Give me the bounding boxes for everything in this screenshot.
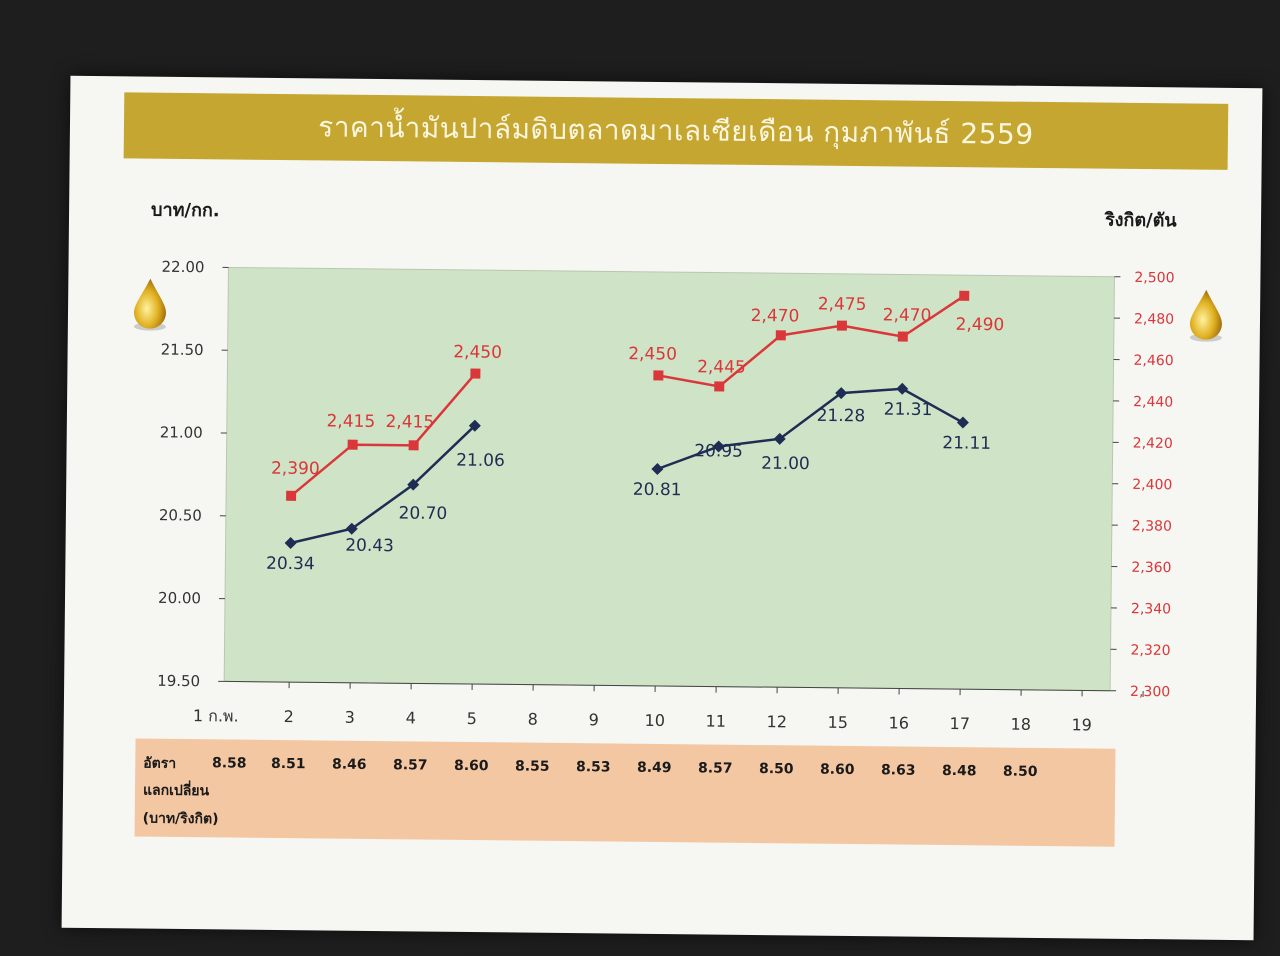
fx-rate-value: 8.48 (942, 763, 977, 779)
x-axis-tick-label: 5 (467, 709, 477, 728)
right-axis-tick-label: 2,440 (1133, 394, 1173, 410)
ringgit-data-label: 2,390 (271, 459, 320, 480)
baht-series-line (656, 387, 964, 471)
x-axis-tick-label: 1 ก.พ. (193, 706, 239, 725)
fx-rate-value: 8.57 (393, 757, 428, 773)
baht-data-point (345, 522, 358, 535)
ringgit-data-label: 2,415 (385, 412, 434, 433)
paper-sheet: ราคาน้ำมันปาล์มดิบตลาดมาเลเซียเดือน กุมภ… (61, 75, 1263, 941)
x-axis-tick-label: 4 (406, 708, 416, 727)
fx-rate-value: 8.63 (881, 762, 916, 778)
baht-data-label: 20.34 (266, 554, 315, 575)
ringgit-data-label: 2,450 (453, 342, 502, 363)
x-axis-tick-label: 18 (1010, 715, 1031, 734)
baht-data-label: 20.81 (633, 480, 682, 501)
right-axis-tick-label: 2,400 (1132, 477, 1172, 493)
ringgit-data-label: 2,450 (628, 344, 677, 365)
x-axis-tick-label: 11 (705, 711, 726, 730)
x-axis-tick-label: 12 (766, 712, 787, 731)
ringgit-data-label: 2,475 (818, 294, 867, 315)
left-axis-tick-label: 21.00 (160, 423, 203, 441)
baht-data-point (896, 382, 909, 395)
baht-data-label: 20.70 (398, 504, 447, 525)
x-axis-tick-label: 16 (888, 713, 909, 732)
x-axis-tick-label: 10 (644, 711, 665, 730)
ringgit-series-line (290, 372, 477, 497)
ringgit-data-point (286, 490, 297, 501)
baht-data-label: 20.95 (694, 441, 743, 462)
ringgit-data-label: 2,470 (751, 306, 800, 327)
fx-rate-value: 8.53 (576, 759, 611, 775)
baht-data-point (284, 537, 297, 550)
baht-data-point (712, 440, 725, 453)
baht-data-label: 21.00 (761, 454, 810, 475)
ringgit-data-point (959, 290, 970, 301)
ringgit-data-label: 2,415 (326, 411, 375, 432)
ringgit-data-point (347, 439, 358, 450)
x-axis-tick-label: 9 (589, 710, 599, 729)
fx-rate-value: 8.51 (271, 756, 306, 772)
baht-data-point (468, 419, 481, 432)
fx-rate-value: 8.46 (332, 757, 367, 773)
baht-data-point (651, 463, 664, 476)
x-axis-tick-label: 2 (284, 707, 294, 726)
right-axis-tick-label: 2,460 (1133, 353, 1173, 369)
fx-rate-value: 8.58 (212, 755, 247, 771)
baht-data-label: 21.28 (817, 406, 866, 427)
oil-drop-icon (133, 278, 167, 331)
fx-rate-value: 8.60 (454, 758, 489, 774)
ringgit-data-point (775, 330, 786, 341)
ringgit-data-point (714, 381, 725, 392)
fx-rate-value: 8.49 (637, 760, 672, 776)
baht-data-point (407, 478, 420, 491)
ringgit-data-label: 2,490 (955, 315, 1004, 336)
fx-rate-value: 8.50 (1003, 764, 1038, 780)
right-axis-tick-label: 2,480 (1134, 311, 1174, 327)
fx-rate-value: 8.60 (820, 762, 855, 778)
ringgit-data-point (470, 368, 481, 379)
ringgit-data-point (836, 320, 847, 331)
baht-data-label: 21.11 (942, 433, 991, 454)
x-axis-tick-label: 8 (528, 710, 538, 729)
oil-drop-icon (1189, 289, 1222, 342)
ringgit-data-point (897, 331, 908, 342)
fx-rate-value: 8.57 (698, 760, 733, 776)
ringgit-data-point (408, 440, 419, 451)
baht-data-label: 20.43 (345, 536, 394, 557)
x-axis-line (224, 680, 1111, 692)
x-axis-tick-label: 19 (1071, 715, 1092, 734)
right-axis-tick-label: 2,380 (1132, 518, 1172, 534)
baht-data-label: 21.31 (884, 400, 933, 421)
baht-data-label: 21.06 (456, 451, 505, 472)
baht-data-point (956, 416, 969, 429)
ringgit-data-label: 2,445 (697, 357, 746, 378)
left-axis-tick-label: 20.50 (159, 506, 202, 524)
ringgit-series-line (658, 294, 965, 388)
right-axis-tick-label: 2,500 (1134, 270, 1174, 286)
right-axis-tick-label: 2,300 (1130, 684, 1170, 700)
baht-data-point (773, 432, 786, 445)
x-axis-tick-label: 17 (949, 714, 970, 733)
x-axis-tick-label: 3 (345, 708, 355, 727)
right-axis-tick-label: 2,340 (1131, 601, 1171, 617)
ringgit-data-point (653, 370, 664, 381)
baht-series-line (290, 424, 476, 545)
right-axis-tick-label: 2,320 (1130, 643, 1170, 659)
left-axis-tick-label: 19.50 (157, 672, 200, 690)
x-axis-tick-label: 15 (827, 713, 848, 732)
left-axis-tick-label: 21.50 (161, 341, 204, 359)
left-axis-tick-label: 20.00 (158, 589, 201, 607)
right-axis-tick-label: 2,360 (1131, 560, 1171, 576)
baht-data-point (835, 387, 848, 400)
dual-axis-line-chart: 22.00 21.50 21.00 20.50 20.00 19.50 2,500 2,480… (157, 258, 1174, 780)
ringgit-data-label: 2,470 (883, 305, 932, 326)
fx-rate-value: 8.55 (515, 758, 550, 774)
fx-rate-value: 8.50 (759, 761, 794, 777)
left-axis-tick-label: 22.00 (161, 258, 204, 276)
right-axis-tick-label: 2,420 (1133, 436, 1173, 452)
